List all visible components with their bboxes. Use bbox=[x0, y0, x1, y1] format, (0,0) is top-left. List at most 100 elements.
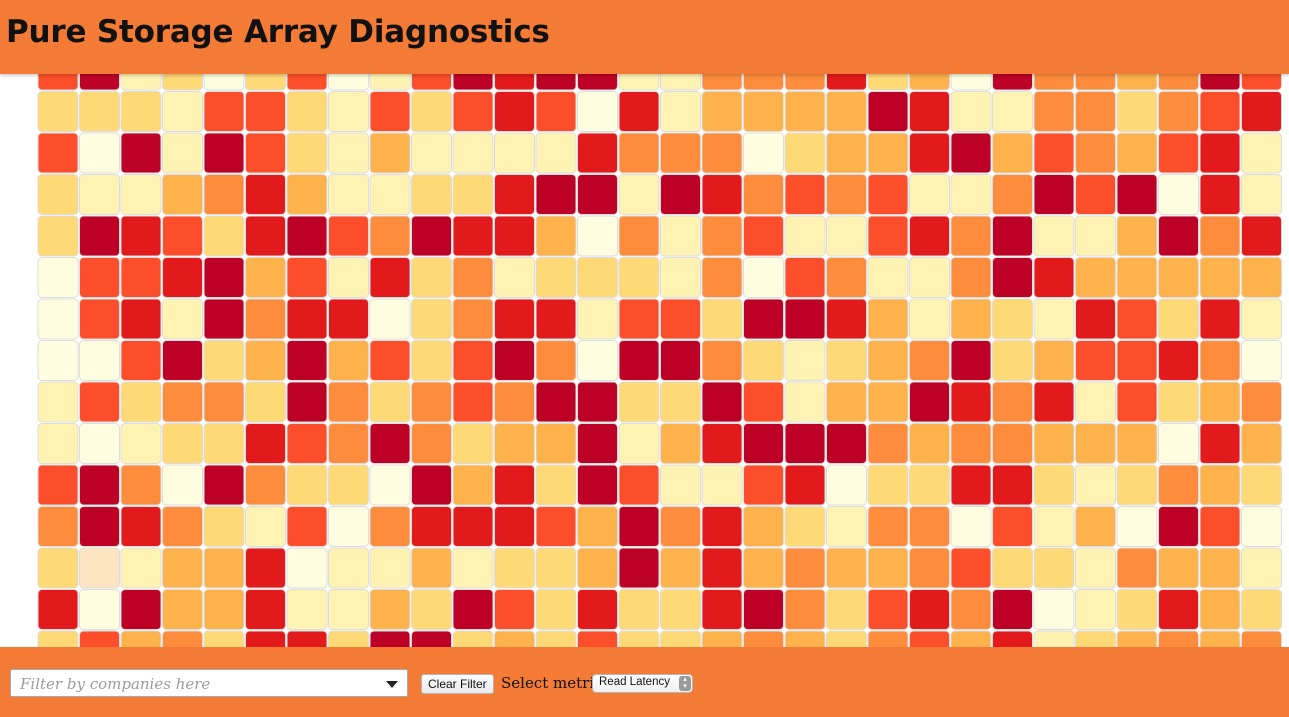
heatmap-cell[interactable] bbox=[950, 423, 992, 464]
heatmap-cell[interactable] bbox=[369, 132, 411, 174]
heatmap-cell[interactable] bbox=[535, 91, 577, 132]
heatmap-cell[interactable] bbox=[992, 464, 1033, 506]
heatmap-cell[interactable] bbox=[618, 340, 660, 381]
heatmap-cell[interactable] bbox=[286, 132, 328, 174]
heatmap-cell[interactable] bbox=[411, 91, 452, 132]
heatmap-cell[interactable] bbox=[784, 215, 826, 257]
heatmap-cell[interactable] bbox=[826, 589, 867, 630]
heatmap-cell[interactable] bbox=[494, 298, 535, 340]
heatmap-cell[interactable] bbox=[618, 132, 660, 174]
heatmap-cell[interactable] bbox=[411, 423, 452, 464]
heatmap-cell[interactable] bbox=[992, 91, 1033, 132]
heatmap-cell[interactable] bbox=[1241, 589, 1282, 630]
heatmap-cell[interactable] bbox=[867, 506, 909, 547]
heatmap-cell[interactable] bbox=[660, 547, 701, 589]
heatmap-cell[interactable] bbox=[369, 298, 411, 340]
heatmap-cell[interactable] bbox=[992, 298, 1033, 340]
heatmap-cell[interactable] bbox=[1116, 91, 1158, 132]
heatmap-cell[interactable] bbox=[1158, 423, 1199, 464]
heatmap-cell[interactable] bbox=[950, 174, 992, 215]
heatmap-cell[interactable] bbox=[37, 464, 79, 506]
heatmap-cell[interactable] bbox=[494, 174, 535, 215]
heatmap-cell[interactable] bbox=[577, 91, 618, 132]
heatmap-cell[interactable] bbox=[784, 298, 826, 340]
heatmap-cell[interactable] bbox=[1116, 589, 1158, 630]
heatmap-cell[interactable] bbox=[369, 381, 411, 423]
heatmap-cell[interactable] bbox=[950, 589, 992, 630]
heatmap-cell[interactable] bbox=[162, 174, 203, 215]
heatmap-cell[interactable] bbox=[245, 298, 286, 340]
heatmap-cell[interactable] bbox=[618, 381, 660, 423]
heatmap-cell[interactable] bbox=[909, 423, 950, 464]
heatmap-cell[interactable] bbox=[162, 589, 203, 630]
heatmap-cell[interactable] bbox=[992, 340, 1033, 381]
heatmap-cell[interactable] bbox=[660, 381, 701, 423]
heatmap-cell[interactable] bbox=[162, 215, 203, 257]
heatmap-cell[interactable] bbox=[120, 589, 162, 630]
heatmap-cell[interactable] bbox=[1241, 91, 1282, 132]
heatmap-cell[interactable] bbox=[701, 506, 743, 547]
heatmap-cell[interactable] bbox=[120, 547, 162, 589]
heatmap-cell[interactable] bbox=[452, 506, 494, 547]
heatmap-cell[interactable] bbox=[411, 340, 452, 381]
heatmap-cell[interactable] bbox=[37, 423, 79, 464]
heatmap-cell[interactable] bbox=[369, 423, 411, 464]
heatmap-cell[interactable] bbox=[909, 257, 950, 298]
heatmap-cell[interactable] bbox=[120, 506, 162, 547]
heatmap-cell[interactable] bbox=[660, 132, 701, 174]
heatmap-cell[interactable] bbox=[535, 547, 577, 589]
heatmap-cell[interactable] bbox=[909, 547, 950, 589]
heatmap-cell[interactable] bbox=[1075, 589, 1116, 630]
heatmap-cell[interactable] bbox=[452, 257, 494, 298]
heatmap-cell[interactable] bbox=[1241, 215, 1282, 257]
heatmap-cell[interactable] bbox=[162, 298, 203, 340]
heatmap-cell[interactable] bbox=[328, 91, 369, 132]
heatmap-cell[interactable] bbox=[1158, 506, 1199, 547]
heatmap-cell[interactable] bbox=[245, 381, 286, 423]
heatmap-cell[interactable] bbox=[577, 464, 618, 506]
heatmap-cell[interactable] bbox=[120, 381, 162, 423]
heatmap-cell[interactable] bbox=[79, 340, 120, 381]
heatmap-cell[interactable] bbox=[1075, 132, 1116, 174]
heatmap-cell[interactable] bbox=[1199, 589, 1241, 630]
heatmap-cell[interactable] bbox=[328, 506, 369, 547]
heatmap-cell[interactable] bbox=[79, 589, 120, 630]
heatmap-cell[interactable] bbox=[120, 423, 162, 464]
heatmap-cell[interactable] bbox=[1033, 215, 1075, 257]
heatmap-cell[interactable] bbox=[1033, 547, 1075, 589]
heatmap-cell[interactable] bbox=[162, 91, 203, 132]
heatmap-cell[interactable] bbox=[328, 381, 369, 423]
heatmap-cell[interactable] bbox=[784, 340, 826, 381]
heatmap-cell[interactable] bbox=[452, 215, 494, 257]
heatmap-cell[interactable] bbox=[1116, 381, 1158, 423]
heatmap-cell[interactable] bbox=[618, 91, 660, 132]
heatmap-cell[interactable] bbox=[535, 506, 577, 547]
heatmap-cell[interactable] bbox=[1075, 91, 1116, 132]
heatmap-cell[interactable] bbox=[992, 132, 1033, 174]
heatmap-cell[interactable] bbox=[245, 132, 286, 174]
heatmap-cell[interactable] bbox=[784, 257, 826, 298]
heatmap-cell[interactable] bbox=[660, 91, 701, 132]
heatmap-cell[interactable] bbox=[743, 174, 784, 215]
heatmap-cell[interactable] bbox=[909, 132, 950, 174]
heatmap-cell[interactable] bbox=[245, 589, 286, 630]
heatmap-cell[interactable] bbox=[286, 589, 328, 630]
heatmap-cell[interactable] bbox=[784, 91, 826, 132]
heatmap-cell[interactable] bbox=[162, 423, 203, 464]
heatmap-cell[interactable] bbox=[1241, 506, 1282, 547]
heatmap-cell[interactable] bbox=[618, 174, 660, 215]
heatmap-cell[interactable] bbox=[37, 589, 79, 630]
heatmap-cell[interactable] bbox=[328, 132, 369, 174]
heatmap-cell[interactable] bbox=[245, 215, 286, 257]
heatmap-cell[interactable] bbox=[245, 547, 286, 589]
heatmap-cell[interactable] bbox=[37, 132, 79, 174]
heatmap-cell[interactable] bbox=[743, 215, 784, 257]
heatmap-cell[interactable] bbox=[1075, 423, 1116, 464]
heatmap-cell[interactable] bbox=[950, 215, 992, 257]
heatmap-cell[interactable] bbox=[1075, 257, 1116, 298]
heatmap-cell[interactable] bbox=[1158, 547, 1199, 589]
heatmap-cell[interactable] bbox=[120, 340, 162, 381]
clear-filter-button[interactable]: Clear Filter bbox=[421, 674, 494, 694]
heatmap-cell[interactable] bbox=[79, 423, 120, 464]
heatmap-cell[interactable] bbox=[992, 423, 1033, 464]
